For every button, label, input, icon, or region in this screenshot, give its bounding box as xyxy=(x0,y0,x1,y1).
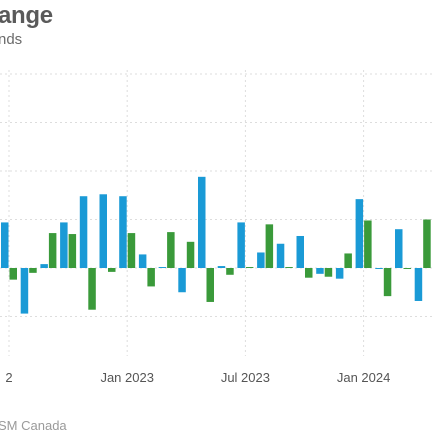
bar xyxy=(158,267,167,268)
series-b-bars xyxy=(9,219,431,310)
bar xyxy=(178,268,186,293)
bar xyxy=(375,268,383,269)
bar xyxy=(423,219,431,268)
bar xyxy=(217,266,226,268)
bar xyxy=(48,233,57,268)
chart-subtitle: nds xyxy=(0,31,23,48)
series-a-bars xyxy=(1,176,423,314)
bar xyxy=(167,232,175,268)
bar xyxy=(1,222,9,268)
bar xyxy=(60,222,68,268)
x-tick-label: 2 xyxy=(5,370,12,385)
bar xyxy=(296,235,304,268)
bar xyxy=(198,176,206,268)
bar xyxy=(305,268,313,278)
bar xyxy=(324,268,333,277)
grid-layer xyxy=(0,70,435,356)
bar xyxy=(265,224,274,268)
bar xyxy=(119,196,127,268)
x-tick-label: Jul 2023 xyxy=(221,370,270,385)
bar xyxy=(383,268,392,297)
bar xyxy=(108,268,116,272)
bar xyxy=(127,233,136,268)
bar xyxy=(257,252,265,268)
bar xyxy=(245,267,254,268)
bar xyxy=(138,254,147,268)
bar xyxy=(395,229,403,268)
bar xyxy=(79,196,88,268)
bar xyxy=(99,194,107,268)
bar xyxy=(276,243,285,268)
bar xyxy=(285,267,293,268)
bar xyxy=(316,268,324,274)
bar xyxy=(335,268,344,279)
x-tick-label: Jan 2023 xyxy=(100,370,154,385)
bar xyxy=(147,268,155,287)
x-axis-ticks: 2 Jan 2023 Jul 2023 Jan 2024 xyxy=(5,370,390,385)
bar xyxy=(403,268,411,269)
bar xyxy=(355,199,364,268)
bar xyxy=(364,220,372,268)
bar xyxy=(68,234,77,268)
bar xyxy=(414,268,423,301)
bar xyxy=(9,268,17,280)
bar xyxy=(40,264,48,268)
bar xyxy=(206,268,214,302)
bar xyxy=(29,268,37,273)
chart-title: ange xyxy=(0,2,53,29)
bar xyxy=(88,268,96,310)
bar xyxy=(237,222,245,268)
bar xyxy=(344,253,352,268)
source-note: SM Canada xyxy=(0,418,67,433)
bar xyxy=(20,268,29,314)
bar xyxy=(226,268,234,275)
bar xyxy=(186,241,195,268)
x-tick-label: Jan 2024 xyxy=(337,370,391,385)
